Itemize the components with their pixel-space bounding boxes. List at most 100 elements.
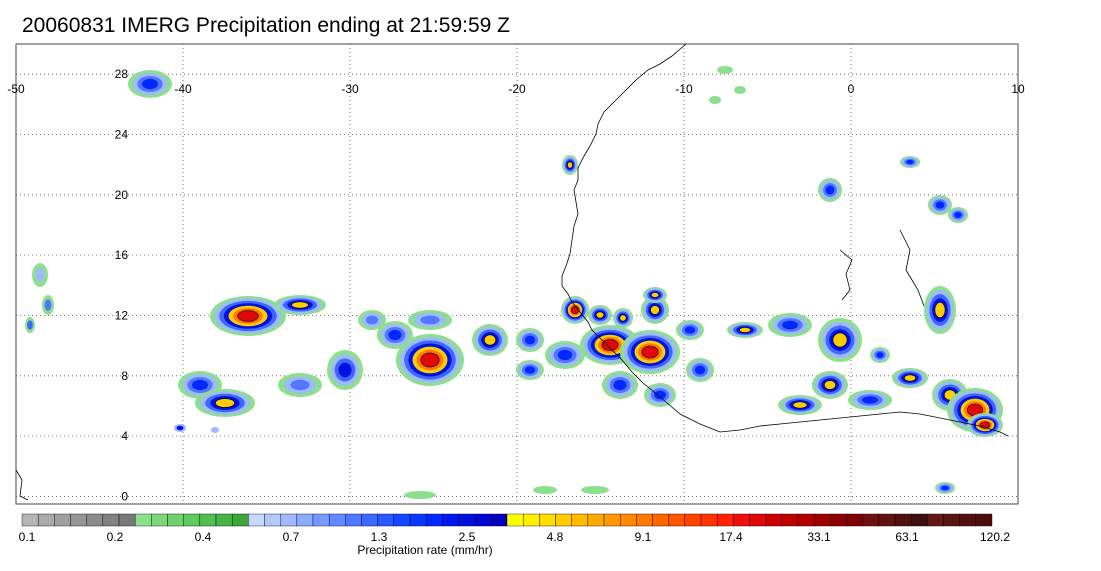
- colorbar-tick-label: 17.4: [719, 530, 743, 544]
- colorbar-swatch: [733, 513, 750, 527]
- lon-tick-label: -30: [341, 82, 359, 96]
- precip-cell: [684, 326, 696, 334]
- precip-cell: [619, 314, 627, 322]
- west-africa-coastline: [561, 43, 1009, 437]
- colorbar-tick-label: 33.1: [807, 530, 831, 544]
- colorbar-swatch: [199, 513, 217, 527]
- colorbar-swatch: [716, 513, 734, 527]
- lon-tick-label: 10: [1011, 82, 1025, 96]
- precip-cell: [215, 398, 235, 408]
- colorbar-swatch: [700, 513, 718, 527]
- coastline-bottom-left: [15, 469, 29, 501]
- colorbar-swatch: [118, 513, 136, 527]
- colorbar-swatch: [264, 513, 281, 527]
- colorbar-swatch: [458, 513, 475, 527]
- lat-tick-label: 28: [115, 67, 129, 81]
- colorbar-swatch: [167, 513, 184, 527]
- colorbar-swatch: [393, 513, 411, 527]
- precip-cell: [570, 305, 580, 315]
- lat-tick-label: 16: [115, 248, 129, 262]
- colorbar: [21, 513, 993, 527]
- colorbar-swatch: [442, 513, 459, 527]
- precip-cell: [934, 302, 946, 318]
- precip-cell: [338, 362, 352, 378]
- colorbar-swatch: [943, 513, 960, 527]
- coastline: [15, 43, 1009, 501]
- colorbar-swatch: [684, 513, 702, 527]
- colorbar-swatch: [959, 513, 977, 527]
- colorbar-swatch: [878, 513, 896, 527]
- precip-cell: [941, 485, 949, 491]
- precip-cell: [738, 327, 752, 333]
- precip-cell: [782, 320, 798, 330]
- colorbar-swatch: [846, 513, 863, 527]
- precip-cell: [483, 334, 497, 346]
- precip-cell: [650, 305, 660, 315]
- colorbar-swatch: [539, 513, 556, 527]
- colorbar-swatch: [183, 513, 201, 527]
- precip-cell: [557, 349, 573, 361]
- precip-cell: [27, 320, 33, 330]
- colorbar-tick-label: 0.4: [194, 530, 212, 544]
- axis-labels: -50 -40 -30 -20 -10 0 10 28 24 20 16 12 8 4 0: [7, 67, 1025, 503]
- precip-cell: [709, 96, 721, 104]
- colorbar-swatch: [151, 513, 168, 527]
- colorbar-swatch: [781, 513, 799, 527]
- lake-volta: [839, 249, 853, 301]
- lat-tick-label: 12: [115, 308, 129, 322]
- precip-cell: [420, 315, 440, 325]
- colorbar-swatch: [54, 513, 71, 527]
- colorbar-swatch: [345, 513, 362, 527]
- colorbar-tick-label: 0.7: [282, 530, 300, 544]
- precip-cell: [211, 427, 219, 433]
- colorbar-swatch: [975, 513, 993, 527]
- colorbar-tick-label: 0.2: [106, 530, 124, 544]
- precip-cell: [694, 365, 706, 375]
- lon-tick-label: -40: [174, 82, 192, 96]
- colorbar-swatch: [619, 513, 637, 527]
- precip-cell: [365, 315, 379, 325]
- precip-cell: [388, 329, 402, 341]
- precip-cell: [192, 379, 208, 391]
- colorbar-swatch: [490, 513, 508, 527]
- colorbar-tick-label: 120.2: [979, 530, 1011, 544]
- colorbar-swatch: [377, 513, 395, 527]
- colorbar-swatch: [797, 513, 815, 527]
- colorbar-swatch: [506, 513, 524, 527]
- colorbar-swatch: [862, 513, 880, 527]
- niger-river: [899, 229, 925, 307]
- colorbar-swatch: [636, 513, 653, 527]
- precip-cell: [524, 366, 536, 374]
- colorbar-tick-label: 2.5: [458, 530, 476, 544]
- colorbar-swatch: [927, 513, 944, 527]
- colorbar-swatch: [894, 513, 912, 527]
- precip-cell: [35, 268, 45, 282]
- colorbar-swatch: [280, 513, 298, 527]
- colorbar-swatch: [474, 513, 492, 527]
- precip-cell: [876, 352, 884, 358]
- colorbar-swatch: [668, 513, 686, 527]
- colorbar-tick-label: 63.1: [895, 530, 919, 544]
- colorbar-swatch: [522, 513, 540, 527]
- colorbar-swatch: [749, 513, 766, 527]
- precip-cell: [862, 396, 878, 404]
- colorbar-swatch: [910, 513, 928, 527]
- precip-cell: [420, 352, 440, 368]
- colorbar-swatch: [134, 513, 152, 527]
- precip-cell: [44, 299, 52, 311]
- precip-cell: [567, 161, 573, 169]
- lon-tick-label: 0: [848, 82, 855, 96]
- precip-cell: [825, 185, 835, 195]
- lat-tick-label: 20: [115, 188, 129, 202]
- precip-cell: [641, 345, 659, 359]
- colorbar-swatch: [312, 513, 330, 527]
- colorbar-title: Precipitation rate (mm/hr): [357, 543, 493, 557]
- colorbar-swatch: [587, 513, 605, 527]
- precip-cell: [613, 379, 627, 391]
- lat-tick-label: 0: [121, 489, 128, 503]
- precip-cell: [176, 425, 184, 431]
- colorbar-swatch: [70, 513, 87, 527]
- colorbar-tick-label: 4.8: [546, 530, 564, 544]
- precip-cell: [935, 201, 945, 209]
